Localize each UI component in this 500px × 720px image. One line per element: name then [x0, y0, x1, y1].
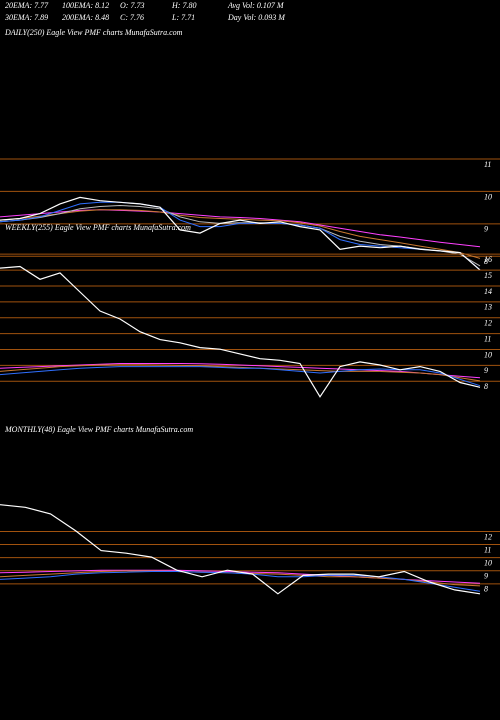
panel-title: WEEKLY(255) Eagle View PMF charts Munafa… [5, 223, 191, 232]
price-line [0, 571, 481, 592]
price-line [0, 504, 481, 595]
y-tick-label: 9 [484, 572, 488, 581]
price-line [0, 364, 481, 382]
price-line [0, 363, 481, 379]
header-stat: 100EMA: 8.12 [62, 1, 109, 10]
y-tick-label: 10 [484, 192, 492, 201]
price-line [0, 366, 481, 387]
y-tick-label: 14 [484, 287, 492, 296]
header-stat: 20EMA: 7.77 [5, 1, 49, 10]
price-line [0, 201, 481, 271]
panel-title: MONTHLY(48) Eagle View PMF charts Munafa… [4, 425, 193, 434]
y-tick-label: 11 [484, 334, 491, 343]
y-tick-label: 8 [484, 382, 488, 391]
header-stat: H: 7.80 [171, 1, 196, 10]
price-line [0, 209, 481, 248]
header-stat: L: 7.71 [171, 13, 195, 22]
y-tick-label: 16 [484, 255, 492, 264]
header-stat: Day Vol: 0.093 M [227, 13, 286, 22]
header-stat: Avg Vol: 0.107 M [227, 1, 285, 10]
y-tick-label: 11 [484, 160, 491, 169]
y-tick-label: 8 [484, 257, 488, 266]
y-tick-label: 15 [484, 271, 492, 280]
y-tick-label: 12 [484, 319, 492, 328]
y-tick-label: 13 [484, 303, 492, 312]
header-stat: C: 7.76 [120, 13, 144, 22]
price-line [0, 209, 481, 259]
header-stat: 200EMA: 8.48 [62, 13, 109, 22]
price-line [0, 265, 481, 398]
header-stat: O: 7.73 [120, 1, 144, 10]
price-line [0, 204, 481, 267]
y-tick-label: 10 [484, 558, 492, 567]
panel-title: DAILY(250) Eagle View PMF charts MunafaS… [4, 28, 183, 37]
y-tick-label: 8 [484, 585, 488, 594]
y-tick-label: 9 [484, 366, 488, 375]
y-tick-label: 11 [484, 545, 491, 554]
price-line [0, 196, 481, 271]
y-tick-label: 9 [484, 225, 488, 234]
header-stat: 30EMA: 7.89 [4, 13, 48, 22]
y-tick-label: 12 [484, 532, 492, 541]
y-tick-label: 10 [484, 350, 492, 359]
